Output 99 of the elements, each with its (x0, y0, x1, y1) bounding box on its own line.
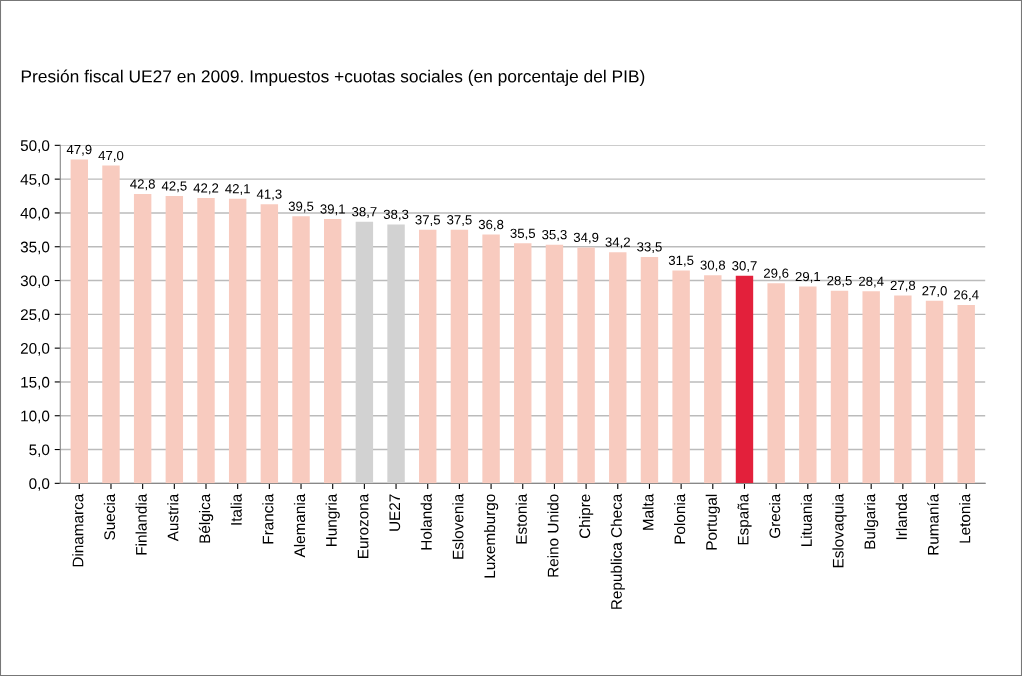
bar (577, 247, 595, 484)
data-label: 37,5 (415, 215, 441, 227)
x-tick-label: Eslovaquia (832, 493, 847, 568)
x-tick-label: Hungria (325, 493, 340, 546)
data-label: 34,2 (605, 237, 630, 249)
y-tick-label: 50,0 (20, 140, 50, 153)
x-tick-label: Rumanía (927, 493, 939, 555)
x-tick-label: Luxemburgo (483, 494, 499, 578)
data-label: 47,0 (98, 150, 124, 162)
data-label: 37,5 (447, 215, 472, 227)
x-tick-label: Dinamarca (72, 493, 84, 567)
bar (830, 290, 849, 484)
bar (672, 270, 690, 484)
bar (799, 286, 817, 484)
x-tick-label: Italia (230, 493, 242, 525)
y-tick-label: 10,0 (21, 410, 50, 424)
x-tick-label: Malta (642, 493, 654, 530)
x-tick-label: Chipre (578, 494, 594, 538)
data-label: 38,3 (383, 209, 409, 221)
bar (735, 275, 754, 484)
data-label: 35,5 (510, 228, 536, 240)
x-tick-label: Holanda (420, 493, 432, 550)
x-tick-label: Alemania (293, 493, 306, 558)
bar (894, 295, 912, 484)
x-tick-label: Austria (167, 493, 179, 542)
x-tick-label: Suecia (103, 493, 116, 540)
data-label: 27,0 (922, 286, 947, 297)
x-tick-label: Portugal (705, 494, 720, 550)
data-label: 47,9 (66, 144, 92, 156)
data-label: 36,8 (478, 219, 504, 231)
bar (482, 234, 500, 484)
y-tick-label: 15,0 (21, 376, 50, 390)
bar (228, 198, 247, 484)
x-tick-label: Lituania (800, 493, 812, 547)
bar (925, 300, 944, 484)
chart-title: Presión fiscal UE27 en 2009. Impuestos +cuotas sociales (en porcentaje del PIB) (21, 69, 645, 86)
y-tick-label: 0,0 (29, 478, 50, 491)
x-tick-label: Bulgaria (864, 493, 879, 549)
data-label: 41,3 (256, 189, 282, 201)
x-tick-label: Polonia (674, 493, 686, 544)
data-label: 27,8 (890, 280, 916, 292)
data-label: 34,9 (573, 232, 599, 244)
data-label: 39,5 (288, 201, 314, 213)
x-tick-label: Grecia (769, 493, 781, 538)
bar (260, 204, 279, 484)
y-tick-label: 20,0 (20, 343, 50, 356)
data-label: 39,1 (320, 204, 345, 216)
data-label: 42,8 (130, 179, 155, 191)
bar (514, 243, 532, 484)
y-tick-label: 30,0 (20, 275, 50, 289)
x-tick-label: Reino Unido (547, 494, 559, 577)
bar (957, 304, 975, 484)
bar (609, 252, 627, 484)
y-tick-label: 25,0 (20, 309, 50, 322)
data-label: 42,5 (161, 181, 187, 193)
bar (862, 291, 880, 484)
x-tick-label: España (737, 493, 752, 545)
x-tick-label: UE27 (389, 494, 401, 531)
bar (387, 224, 405, 484)
data-label: 28,5 (827, 275, 852, 287)
bar (292, 216, 310, 484)
y-tick-label: 45,0 (20, 174, 50, 187)
data-label: 35,3 (542, 229, 567, 241)
bar (450, 229, 469, 484)
bar (419, 229, 437, 484)
bar (323, 219, 342, 484)
bar (640, 256, 659, 484)
data-label: 30,8 (700, 260, 726, 272)
bar (767, 283, 785, 484)
data-label: 42,2 (193, 183, 219, 195)
x-tick-label: Francia (262, 493, 274, 544)
data-label: 33,5 (637, 242, 662, 254)
x-tick-label: Republica Checa (610, 493, 625, 609)
y-tick-label: 5,0 (29, 444, 50, 458)
x-tick-label: Irlanda (895, 493, 907, 540)
bar (704, 275, 722, 484)
data-label: 29,6 (763, 268, 789, 280)
bar (70, 159, 89, 484)
bar (133, 194, 152, 484)
data-label: 28,4 (859, 276, 884, 288)
data-label: 31,5 (668, 255, 694, 267)
x-tick-label: Estonia (515, 493, 527, 544)
y-tick-label: 35,0 (20, 241, 50, 255)
bar (102, 165, 120, 484)
data-label: 38,7 (352, 207, 377, 218)
bar (545, 244, 564, 484)
bar (355, 221, 374, 484)
data-label: 42,1 (225, 184, 250, 195)
x-tick-label: Bélgica (198, 493, 214, 543)
x-tick-label: Finlandia (135, 493, 147, 555)
data-label: 30,7 (732, 261, 757, 272)
x-tick-label: Letonia (959, 493, 971, 543)
bar (165, 196, 184, 484)
data-label: 26,4 (954, 290, 979, 302)
x-tick-label: Eslovenia (452, 493, 464, 559)
y-tick-label: 40,0 (20, 207, 50, 221)
data-label: 29,1 (795, 271, 821, 283)
bar (197, 198, 215, 484)
x-tick-label: Eurozona (357, 493, 369, 558)
